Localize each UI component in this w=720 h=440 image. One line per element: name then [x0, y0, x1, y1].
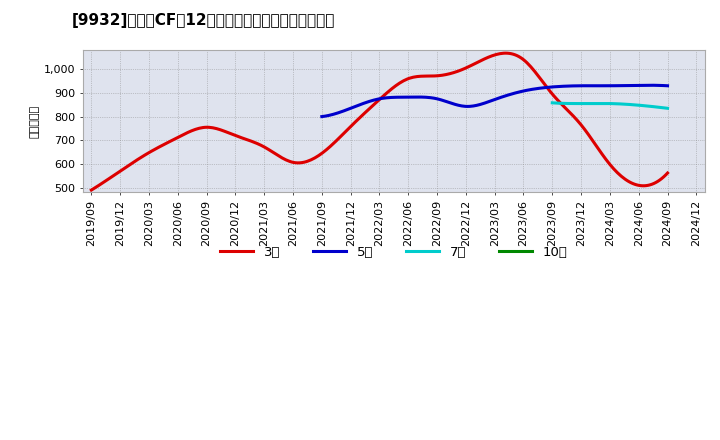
3年 [575, 120, 583, 125]
5年 [631, 83, 639, 88]
7年 [548, 100, 557, 106]
7年 [663, 106, 672, 111]
5年 [529, 87, 538, 92]
3年 [87, 187, 96, 193]
Line: 5年: 5年 [322, 85, 667, 117]
7年 [616, 101, 625, 106]
Line: 3年: 3年 [91, 53, 667, 190]
5年 [642, 83, 651, 88]
3年 [440, 72, 449, 77]
3年 [501, 51, 510, 56]
3年 [430, 73, 438, 79]
5年 [522, 88, 531, 93]
Line: 7年: 7年 [552, 103, 667, 108]
5年 [523, 88, 532, 93]
Legend: 3年, 5年, 7年, 10年: 3年, 5年, 7年, 10年 [215, 241, 573, 264]
7年 [549, 100, 557, 106]
5年 [609, 83, 618, 88]
7年 [618, 101, 627, 106]
3年 [611, 168, 620, 173]
5年 [318, 114, 326, 119]
Text: [9932]　営業CFだ12か月移動合計の標準偏差の推移: [9932] 営業CFだ12か月移動合計の標準偏差の推移 [72, 13, 336, 28]
7年 [645, 103, 654, 109]
7年 [616, 101, 625, 106]
7年 [652, 104, 661, 110]
3年 [663, 170, 672, 176]
5年 [319, 114, 328, 119]
Y-axis label: （百万円）: （百万円） [30, 105, 40, 138]
3年 [89, 186, 98, 191]
3年 [428, 73, 437, 79]
5年 [663, 83, 672, 88]
